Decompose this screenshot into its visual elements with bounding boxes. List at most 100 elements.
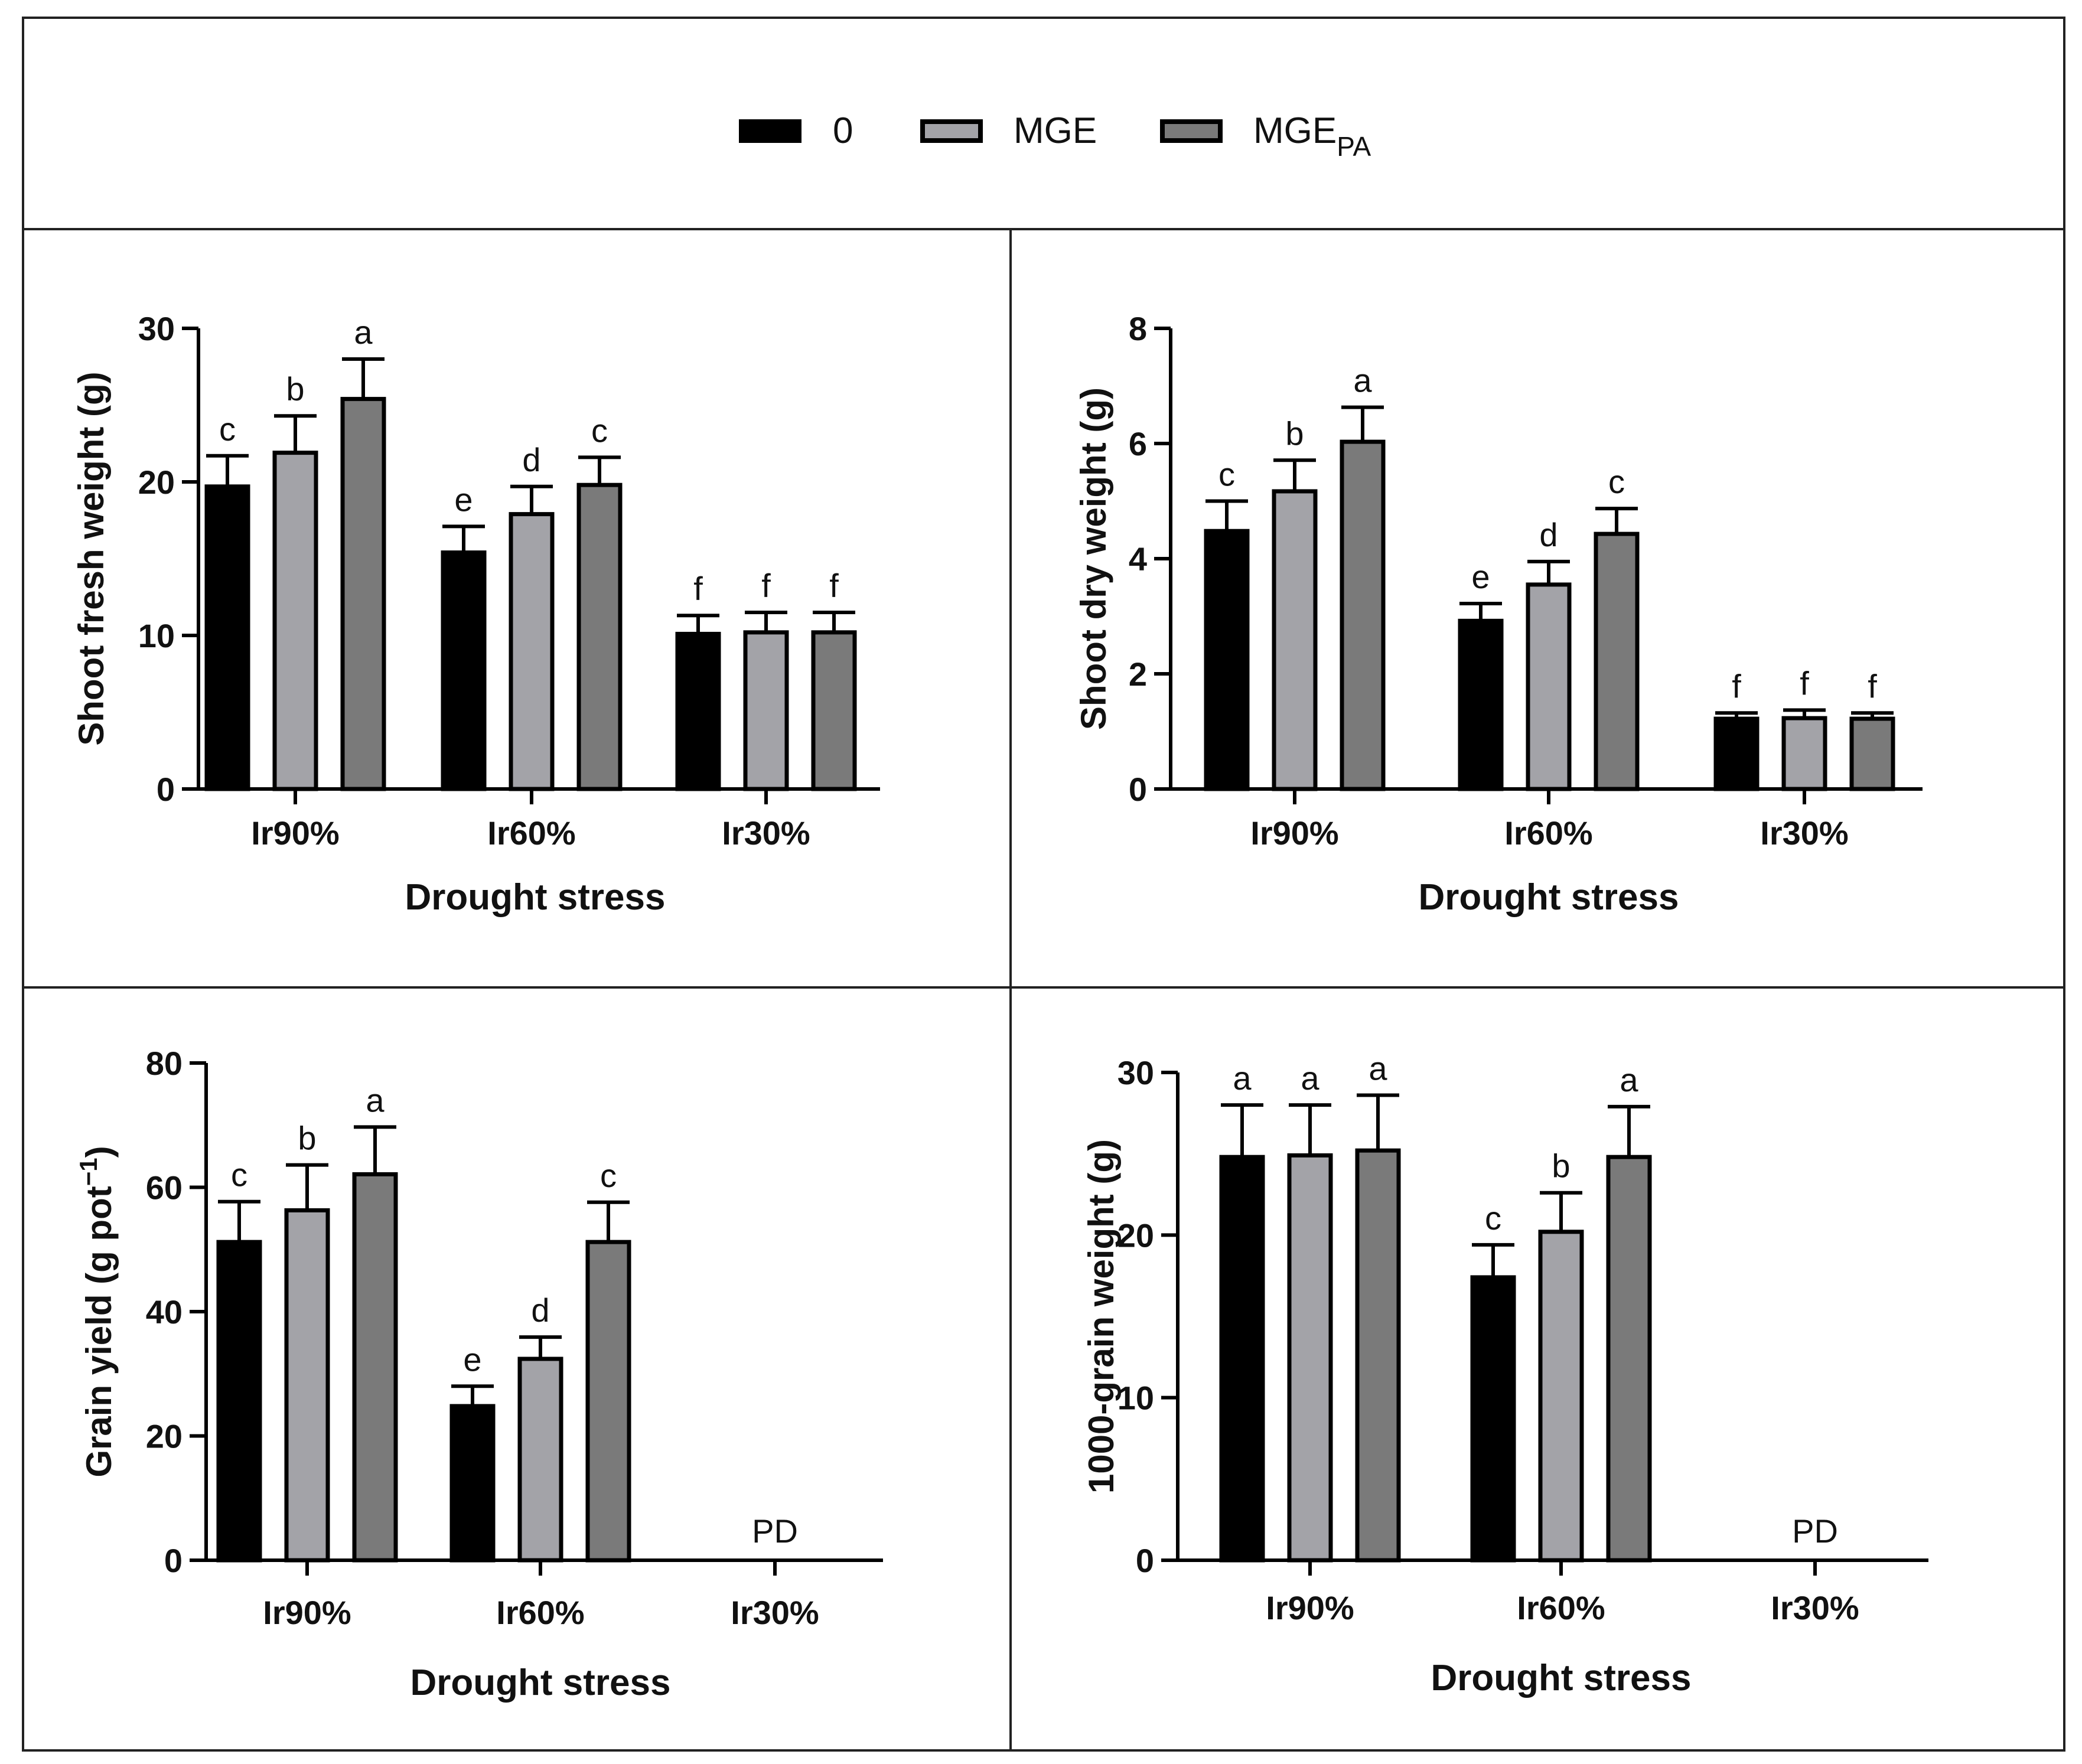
bar [1849, 716, 1895, 791]
annotation-pd: PD [752, 1512, 798, 1550]
chart-4: 0 10 20 30 Ir90% a a a Ir60% c b a Ir30% PD Drought st… [1081, 1050, 1928, 1698]
figure-frame [22, 17, 2065, 1752]
significance-letter: e [454, 481, 473, 518]
significance-letter: c [1485, 1199, 1501, 1237]
bar [1606, 1155, 1652, 1563]
y-tick-label: 10 [138, 617, 175, 654]
significance-letter: c [231, 1156, 247, 1194]
chart-2: 0 2 4 6 8 Ir90% c b a Ir60% e d c Ir30% f f f Drought str… [1074, 310, 1923, 918]
y-tick-label: 30 [138, 310, 175, 347]
significance-letter: a [354, 314, 373, 351]
significance-letter: c [1608, 463, 1625, 500]
x-axis-label: Drought stress [1419, 877, 1679, 918]
significance-letter: b [298, 1120, 316, 1157]
bar [743, 630, 789, 791]
significance-letter: f [761, 567, 771, 604]
significance-letter: f [1868, 667, 1877, 705]
x-tick-label: Ir60% [1517, 1589, 1605, 1626]
y-axis-label-main: Grain yield (g pot [79, 1186, 119, 1477]
significance-letter: d [531, 1292, 549, 1329]
y-axis-label: Grain yield (g pot−1) [74, 1146, 119, 1477]
x-tick-label: Ir60% [487, 814, 575, 852]
x-tick-label: Ir60% [496, 1594, 584, 1631]
legend-label-mge-pa-main: MGE [1253, 110, 1337, 151]
bar [1781, 716, 1827, 791]
bar [517, 1357, 563, 1563]
y-tick-label: 80 [146, 1045, 183, 1082]
y-tick-label: 0 [164, 1542, 183, 1579]
y-tick-label: 20 [138, 464, 175, 501]
y-tick-label: 0 [1129, 771, 1147, 808]
significance-letter: a [1620, 1061, 1638, 1098]
y-axis-label: 1000-grain weight (g) [1081, 1139, 1121, 1494]
legend-label-mge-pa: MGEPA [1253, 110, 1371, 162]
bar [204, 484, 250, 791]
significance-letter: a [1301, 1059, 1319, 1097]
x-tick-label: Ir90% [251, 814, 339, 852]
significance-letter: b [1552, 1147, 1570, 1185]
y-axis-label-main: 1000-grain weight (g) [1081, 1139, 1121, 1494]
y-tick-label: 0 [1136, 1542, 1154, 1579]
bar [1355, 1148, 1401, 1563]
significance-letter: e [1471, 558, 1490, 595]
significance-letter: f [693, 570, 703, 607]
significance-letter: a [366, 1081, 385, 1119]
legend-label-mge-pa-sub: PA [1337, 131, 1371, 162]
y-tick-label: 10 [1117, 1380, 1154, 1417]
y-tick-label: 8 [1129, 310, 1147, 347]
bar [1594, 532, 1640, 791]
annotation-pd: PD [1792, 1512, 1838, 1550]
significance-letter: a [1353, 362, 1372, 399]
bar [1526, 582, 1572, 791]
bar [352, 1172, 398, 1563]
y-axis-label-end: ) [79, 1146, 119, 1157]
y-axis-label-main: Shoot fresh weight (g) [71, 371, 111, 745]
bar [585, 1240, 631, 1563]
x-axis-label: Drought stress [405, 877, 666, 918]
legend-label-0: 0 [833, 110, 853, 151]
bar [1204, 529, 1250, 791]
chart-1: 0 10 20 30 Ir90% c b a Ir60% e d c Ir30% f f f Drought s… [71, 310, 880, 918]
y-tick-label: 0 [157, 771, 175, 808]
y-tick-label: 40 [146, 1293, 183, 1331]
bar [340, 397, 386, 791]
legend-swatch-0 [739, 119, 801, 143]
y-axis-label-sup: −1 [74, 1157, 102, 1186]
x-tick-label: Ir30% [731, 1594, 819, 1631]
significance-letter: c [219, 410, 236, 448]
bar [441, 550, 487, 791]
bar [1713, 716, 1760, 791]
x-tick-label: Ir90% [1250, 814, 1338, 852]
significance-letter: b [1285, 415, 1304, 452]
bar [1287, 1153, 1333, 1563]
bar [216, 1240, 262, 1563]
significance-letter: f [1800, 664, 1809, 702]
y-tick-label: 4 [1129, 540, 1147, 578]
x-tick-label: Ir60% [1504, 814, 1592, 852]
y-tick-label: 30 [1117, 1054, 1154, 1091]
significance-letter: f [829, 567, 839, 604]
significance-letter: e [463, 1341, 481, 1378]
significance-letter: a [1369, 1050, 1387, 1087]
bar [1458, 618, 1504, 791]
bar [284, 1208, 330, 1563]
y-tick-label: 60 [146, 1169, 183, 1207]
bar [1219, 1155, 1265, 1563]
bar [1340, 439, 1386, 791]
y-tick-label: 20 [1117, 1217, 1154, 1254]
y-axis-label: Shoot dry weight (g) [1074, 387, 1113, 730]
x-tick-label: Ir90% [1266, 1589, 1354, 1626]
bar [272, 451, 318, 791]
y-tick-label: 2 [1129, 656, 1147, 693]
significance-letter: f [1732, 667, 1741, 705]
significance-letter: a [1233, 1059, 1252, 1097]
bar [1538, 1230, 1584, 1563]
x-tick-label: Ir30% [722, 814, 810, 852]
legend-label-mge: MGE [1014, 110, 1097, 151]
bar [1272, 489, 1318, 791]
y-axis-label: Shoot fresh weight (g) [71, 371, 111, 745]
y-tick-label: 6 [1129, 425, 1147, 462]
bar [576, 482, 623, 791]
bar [811, 630, 857, 791]
